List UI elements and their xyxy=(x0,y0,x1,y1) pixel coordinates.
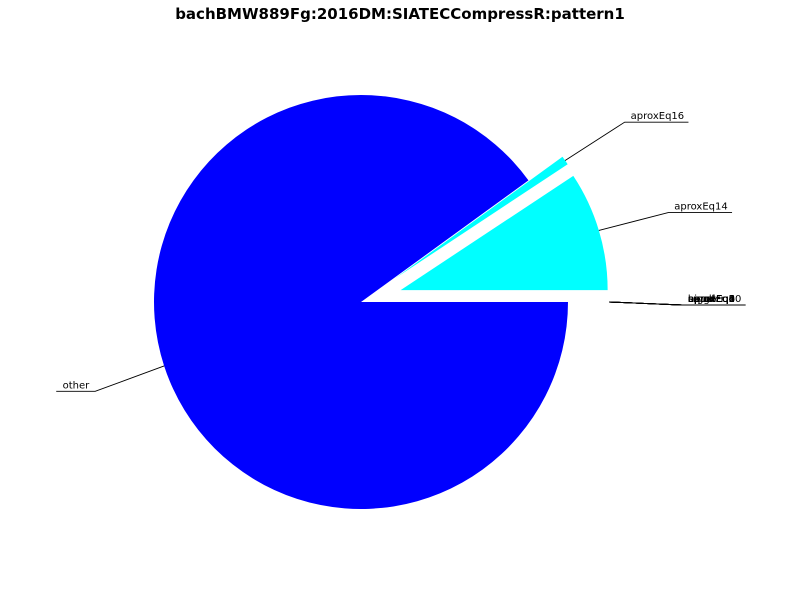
slice-label-exact: exact xyxy=(688,294,716,305)
slice-label-aproxeq14: aproxEq14 xyxy=(674,202,728,213)
slice-label-bigger: bigger xyxy=(688,294,721,305)
pie-slice-aproxeq16 xyxy=(395,156,568,279)
slice-label-aproxeq8: aproxEq8 xyxy=(688,294,735,305)
slice-label-aproxeq6: aproxEq6 xyxy=(688,294,735,305)
leader-line-aproxeq14 xyxy=(598,212,733,231)
chart-title: bachBMW889Fg:2016DM:SIATECCompressR:patt… xyxy=(175,5,625,23)
slice-label-aproxeq2: aproxEq2 xyxy=(688,294,735,305)
slice-label-other: other xyxy=(63,380,91,391)
leader-line-smaller xyxy=(609,301,734,306)
pie-slice-other xyxy=(154,95,568,510)
leader-line-other xyxy=(56,365,165,392)
pie-labels: other aproxEq16 aproxEq14 aproxEq10aproxEq8… xyxy=(56,111,746,392)
slice-label-aproxeq4: aproxEq4 xyxy=(688,294,735,305)
pie-slice-aproxeq14 xyxy=(400,175,608,291)
slice-label-aproxeq0: aproxEq0 xyxy=(688,294,735,305)
slice-label-equal: equal xyxy=(688,294,716,305)
pie-slices xyxy=(154,95,608,510)
slice-label-aproxeq16: aproxEq16 xyxy=(631,111,685,122)
slice-label-smaller: smaller xyxy=(688,294,726,305)
slice-label-aproxeq10: aproxEq10 xyxy=(688,294,742,305)
leader-line-aproxeq16 xyxy=(564,121,689,161)
